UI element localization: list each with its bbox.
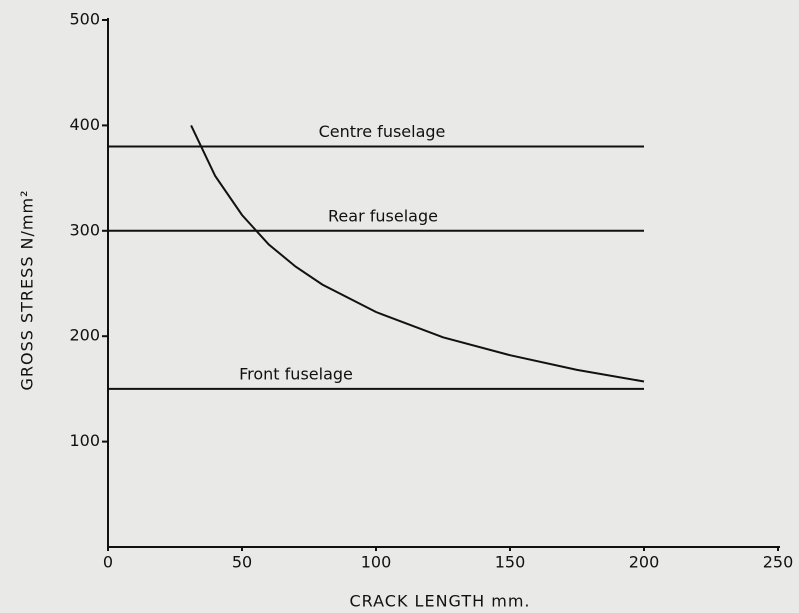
x-axis-label: CRACK LENGTH mm. [349,592,530,611]
x-tick-label: 200 [629,553,660,572]
y-tick-label: 100 [69,431,100,450]
line-label: Rear fuselage [328,206,438,225]
x-tick-label: 50 [232,553,252,572]
y-tick-label: 200 [69,326,100,345]
x-tick-label: 250 [763,553,794,572]
y-axis-label: GROSS STRESS N/mm² [18,189,37,390]
line-label: Front fuselage [239,364,353,383]
x-tick-label: 100 [361,553,392,572]
x-tick-label: 150 [495,553,526,572]
x-tick-label: 0 [103,553,113,572]
y-tick-label: 400 [69,115,100,134]
line-label: Centre fuselage [319,122,446,141]
line [190,124,645,383]
y-tick-label: 300 [69,220,100,239]
y-tick-label: 500 [69,10,100,29]
